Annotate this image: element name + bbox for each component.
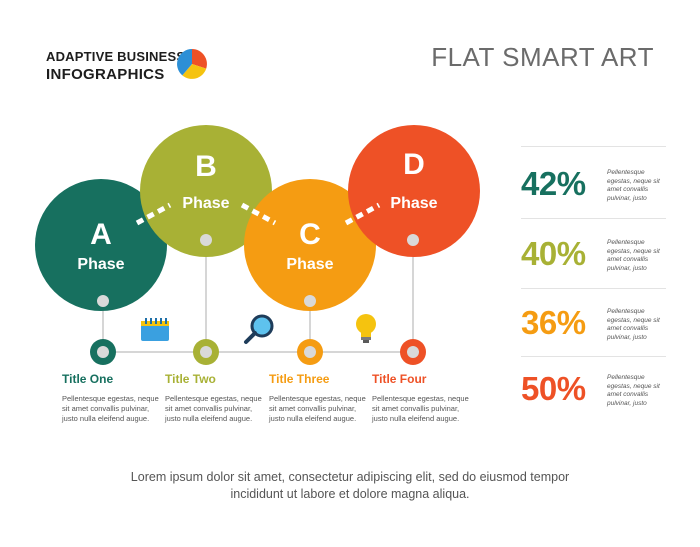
line-top-nodes xyxy=(97,234,419,307)
stat-2-value: 40% xyxy=(521,235,586,272)
phase-c-word: Phase xyxy=(286,256,333,273)
stats-divider xyxy=(521,356,666,357)
phase-b-letter: B xyxy=(195,150,217,183)
step-1: Title One Pellentesque egestas, neque si… xyxy=(62,372,162,423)
stat-4-value: 50% xyxy=(521,370,586,407)
phase-c-letter: C xyxy=(299,218,321,251)
lightbulb-icon xyxy=(356,314,376,343)
footer-line-2: incididunt ut labore et dolore magna ali… xyxy=(230,487,470,501)
timeline-node-4 xyxy=(400,339,426,365)
step-4-desc: Pellentesque egestas, neque sit amet con… xyxy=(372,394,469,423)
stats-divider xyxy=(521,218,666,219)
phase-d-letter: D xyxy=(403,148,425,181)
step-1-desc: Pellentesque egestas, neque sit amet con… xyxy=(62,394,159,423)
phase-d-word: Phase xyxy=(390,195,437,212)
phase-a-letter: A xyxy=(90,218,112,251)
stat-1: 42% Pellentesque egestas, neque sit amet… xyxy=(521,157,666,215)
step-1-title: Title One xyxy=(62,372,114,386)
stats-divider xyxy=(521,146,666,147)
footer-line-1: Lorem ipsum dolor sit amet, consectetur … xyxy=(130,470,570,484)
step-3: Title Three Pellentesque egestas, neque … xyxy=(269,372,369,423)
phase-a-word: Phase xyxy=(77,256,124,273)
brand-line-1: ADAPTIVE BUSINESS xyxy=(46,49,186,64)
stat-3: 36% Pellentesque egestas, neque sit amet… xyxy=(521,296,666,354)
footer-text: Lorem ipsum dolor sit amet, consectetur … xyxy=(0,469,700,503)
page-title: FLAT SMART ART xyxy=(431,42,654,72)
stat-4: 50% Pellentesque egestas, neque sit amet… xyxy=(521,362,666,420)
brand-line-2: INFOGRAPHICS xyxy=(46,66,165,83)
calendar-icon xyxy=(141,318,169,341)
circle-links xyxy=(135,202,381,226)
phase-d-circle: D Phase xyxy=(348,125,480,257)
phase-b-circle: B Phase xyxy=(140,125,272,257)
timeline-node-3 xyxy=(297,339,323,365)
step-2-desc: Pellentesque egestas, neque sit amet con… xyxy=(165,394,262,423)
step-4-title: Title Four xyxy=(372,372,427,386)
phase-b-word: Phase xyxy=(182,195,229,212)
stat-4-desc: Pellentesque egestas, neque sit amet con… xyxy=(607,374,660,407)
step-2: Title Two Pellentesque egestas, neque si… xyxy=(165,372,265,423)
phase-c-circle: C Phase xyxy=(244,179,376,311)
step-3-desc: Pellentesque egestas, neque sit amet con… xyxy=(269,394,366,423)
stat-3-desc: Pellentesque egestas, neque sit amet con… xyxy=(607,308,660,341)
stat-2-desc: Pellentesque egestas, neque sit amet con… xyxy=(607,239,660,272)
stat-3-value: 36% xyxy=(521,304,586,341)
stat-2: 40% Pellentesque egestas, neque sit amet… xyxy=(521,227,666,285)
stat-1-desc: Pellentesque egestas, neque sit amet con… xyxy=(607,169,660,202)
stats-divider xyxy=(521,288,666,289)
magnifier-icon xyxy=(244,314,274,344)
step-4: Title Four Pellentesque egestas, neque s… xyxy=(372,372,472,423)
step-3-title: Title Three xyxy=(269,372,330,386)
phase-a-circle: A Phase xyxy=(35,179,167,311)
stat-1-value: 42% xyxy=(521,165,586,202)
brand-title: ADAPTIVE BUSINESS INFOGRAPHICS xyxy=(46,48,185,84)
pie-logo-icon xyxy=(177,49,207,79)
step-2-title: Title Two xyxy=(165,372,216,386)
timeline-node-1 xyxy=(90,339,116,365)
timeline-node-2 xyxy=(193,339,219,365)
